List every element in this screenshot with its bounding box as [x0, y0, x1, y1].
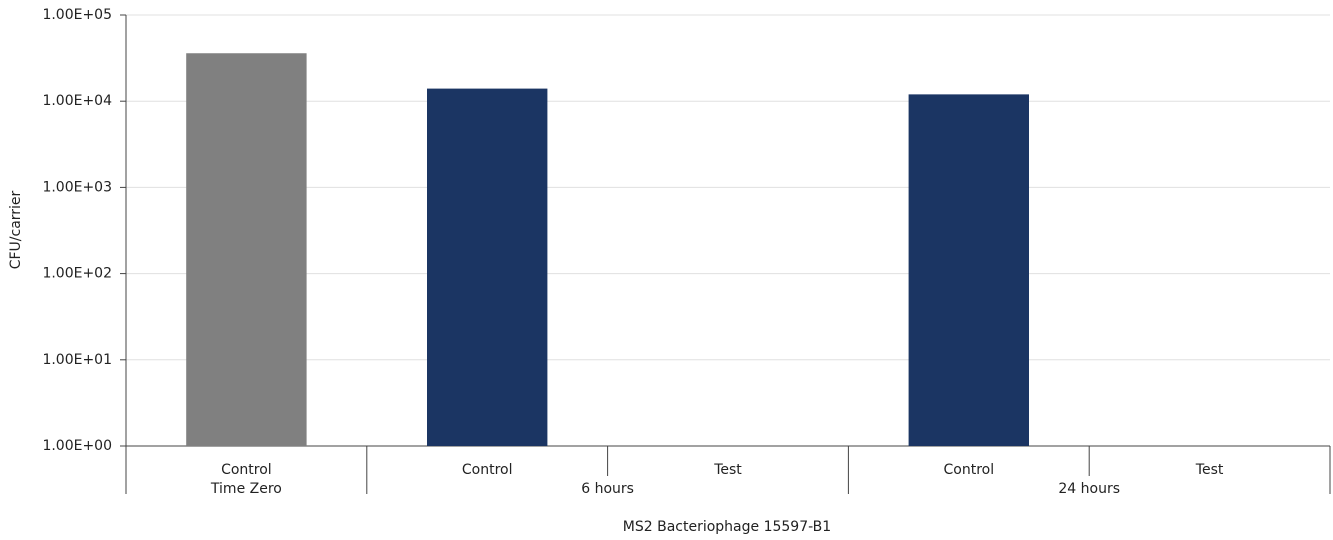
y-tick-label: 1.00E+05 — [42, 7, 112, 23]
x-tick-label: Control — [462, 462, 513, 478]
y-tick-label: 1.00E+01 — [42, 352, 112, 368]
group-label: 24 hours — [1058, 481, 1120, 497]
y-tick-label: 1.00E+04 — [42, 93, 112, 109]
y-axis-title: CFU/carrier — [8, 190, 24, 269]
bar — [908, 94, 1029, 446]
group-label: 6 hours — [581, 481, 634, 497]
y-tick-label: 1.00E+00 — [42, 438, 112, 454]
y-tick-label: 1.00E+03 — [42, 179, 112, 195]
x-axis-title: MS2 Bacteriophage 15597-B1 — [623, 519, 831, 535]
x-tick-label: Control — [221, 462, 272, 478]
x-tick-label: Control — [943, 462, 994, 478]
y-tick-label: 1.00E+02 — [42, 266, 112, 282]
x-tick-label: Test — [1195, 462, 1224, 478]
x-tick-label: Test — [713, 462, 742, 478]
group-label: Time Zero — [210, 481, 282, 497]
bar — [186, 53, 307, 446]
bar — [427, 88, 548, 446]
